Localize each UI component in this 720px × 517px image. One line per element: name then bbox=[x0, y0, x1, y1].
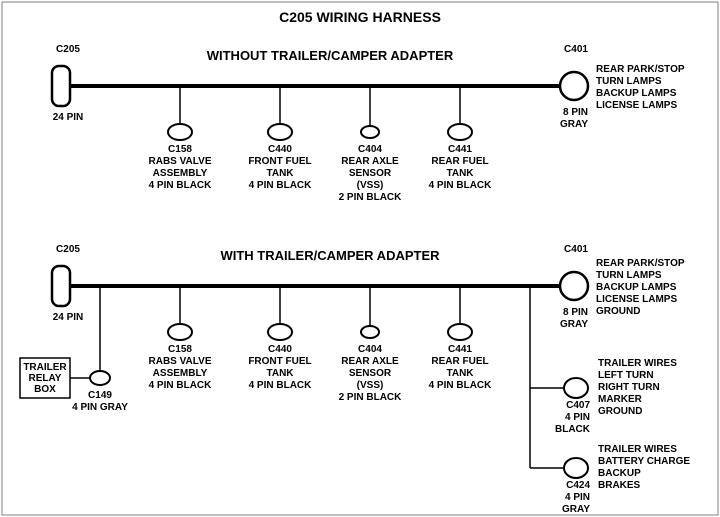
c401-1-l1: TURN LAMPS bbox=[596, 76, 662, 87]
connector-c205-2 bbox=[52, 266, 70, 306]
c158-1-l0: RABS VALVE bbox=[149, 156, 212, 167]
diagram-title: C205 WIRING HARNESS bbox=[279, 9, 441, 25]
c401-2-l4: GROUND bbox=[596, 306, 640, 317]
c441-2-id: C441 bbox=[448, 344, 472, 355]
c441-1-l1: TANK bbox=[446, 168, 474, 179]
c205-1-id: C205 bbox=[56, 44, 80, 55]
connector-c441-2 bbox=[448, 324, 472, 340]
c401-2-id: C401 bbox=[564, 244, 588, 255]
c158-2-id: C158 bbox=[168, 344, 192, 355]
c441-1-id: C441 bbox=[448, 144, 472, 155]
c401-1-color: GRAY bbox=[560, 119, 588, 130]
c424-l3: BRAKES bbox=[598, 480, 641, 491]
c407-pins: 4 PIN bbox=[565, 412, 590, 423]
c404-2-id: C404 bbox=[358, 344, 382, 355]
c441-2-l2: 4 PIN BLACK bbox=[429, 380, 493, 391]
c158-1-l1: ASSEMBLY bbox=[153, 168, 208, 179]
c158-2-l0: RABS VALVE bbox=[149, 356, 212, 367]
c440-1-l2: 4 PIN BLACK bbox=[249, 180, 313, 191]
c440-2-l2: 4 PIN BLACK bbox=[249, 380, 313, 391]
c401-2-pins: 8 PIN bbox=[563, 307, 588, 318]
connector-c424 bbox=[564, 458, 588, 478]
c401-2-color: GRAY bbox=[560, 319, 588, 330]
c440-1-l0: FRONT FUEL bbox=[248, 156, 311, 167]
c158-2-l1: ASSEMBLY bbox=[153, 368, 208, 379]
c441-2-l1: TANK bbox=[446, 368, 474, 379]
c404-1-l2: (VSS) bbox=[357, 180, 384, 191]
c404-1-l1: SENSOR bbox=[349, 168, 392, 179]
connector-c401-2 bbox=[560, 272, 588, 300]
c404-2-l1: SENSOR bbox=[349, 368, 392, 379]
c424-pins: 4 PIN bbox=[565, 492, 590, 503]
c401-1-pins: 8 PIN bbox=[563, 107, 588, 118]
c440-2-l1: TANK bbox=[266, 368, 294, 379]
connector-c401-1 bbox=[560, 72, 588, 100]
connector-c404-1 bbox=[361, 126, 379, 138]
c424-l0: TRAILER WIRES bbox=[598, 444, 677, 455]
c404-1-id: C404 bbox=[358, 144, 382, 155]
c401-1-l0: REAR PARK/STOP bbox=[596, 64, 685, 75]
c424-l1: BATTERY CHARGE bbox=[598, 456, 690, 467]
c440-1-id: C440 bbox=[268, 144, 292, 155]
c401-2-l2: BACKUP LAMPS bbox=[596, 282, 677, 293]
c440-1-l1: TANK bbox=[266, 168, 294, 179]
c440-2-id: C440 bbox=[268, 344, 292, 355]
c407-l4: GROUND bbox=[598, 406, 642, 417]
c205-1-pins: 24 PIN bbox=[53, 112, 84, 123]
connector-c149 bbox=[90, 371, 110, 385]
c441-1-l2: 4 PIN BLACK bbox=[429, 180, 493, 191]
relay-l0: TRAILER bbox=[23, 362, 67, 373]
c401-1-l2: BACKUP LAMPS bbox=[596, 88, 677, 99]
connector-c407 bbox=[564, 378, 588, 398]
c158-1-l2: 4 PIN BLACK bbox=[149, 180, 213, 191]
c149-id: C149 bbox=[88, 390, 112, 401]
c149-pins: 4 PIN GRAY bbox=[72, 402, 128, 413]
relay-l2: BOX bbox=[34, 384, 56, 395]
c401-2-l3: LICENSE LAMPS bbox=[596, 294, 677, 305]
connector-c158-1 bbox=[168, 124, 192, 140]
c404-2-l0: REAR AXLE bbox=[341, 356, 399, 367]
c407-l1: LEFT TURN bbox=[598, 370, 654, 381]
relay-l1: RELAY bbox=[29, 373, 62, 384]
connector-c404-2 bbox=[361, 326, 379, 338]
section-without-adapter: WITHOUT TRAILER/CAMPER ADAPTER C205 24 P… bbox=[52, 44, 685, 203]
c407-l2: RIGHT TURN bbox=[598, 382, 660, 393]
c404-2-l2: (VSS) bbox=[357, 380, 384, 391]
connector-c440-1 bbox=[268, 124, 292, 140]
c404-1-l0: REAR AXLE bbox=[341, 156, 399, 167]
c407-l0: TRAILER WIRES bbox=[598, 358, 677, 369]
c424-color: GRAY bbox=[562, 504, 590, 515]
c158-1-id: C158 bbox=[168, 144, 192, 155]
c440-2-l0: FRONT FUEL bbox=[248, 356, 311, 367]
c407-l3: MARKER bbox=[598, 394, 643, 405]
c441-2-l0: REAR FUEL bbox=[431, 356, 488, 367]
connector-c440-2 bbox=[268, 324, 292, 340]
c407-color: BLACK bbox=[555, 424, 591, 435]
connector-c205-1 bbox=[52, 66, 70, 106]
c424-id: C424 bbox=[566, 480, 590, 491]
c401-1-l3: LICENSE LAMPS bbox=[596, 100, 677, 111]
c441-1-l0: REAR FUEL bbox=[431, 156, 488, 167]
connector-c158-2 bbox=[168, 324, 192, 340]
c158-2-l2: 4 PIN BLACK bbox=[149, 380, 213, 391]
c404-2-l3: 2 PIN BLACK bbox=[339, 392, 403, 403]
c205-2-pins: 24 PIN bbox=[53, 312, 84, 323]
c205-2-id: C205 bbox=[56, 244, 80, 255]
section1-subtitle: WITHOUT TRAILER/CAMPER ADAPTER bbox=[207, 48, 454, 63]
c401-2-l1: TURN LAMPS bbox=[596, 270, 662, 281]
section-with-adapter: WITH TRAILER/CAMPER ADAPTER C205 24 PIN … bbox=[20, 244, 690, 515]
c401-1-id: C401 bbox=[564, 44, 588, 55]
connector-c441-1 bbox=[448, 124, 472, 140]
c404-1-l3: 2 PIN BLACK bbox=[339, 192, 403, 203]
c401-2-l0: REAR PARK/STOP bbox=[596, 258, 685, 269]
c424-l2: BACKUP bbox=[598, 468, 641, 479]
c407-id: C407 bbox=[566, 400, 590, 411]
section2-subtitle: WITH TRAILER/CAMPER ADAPTER bbox=[220, 248, 440, 263]
